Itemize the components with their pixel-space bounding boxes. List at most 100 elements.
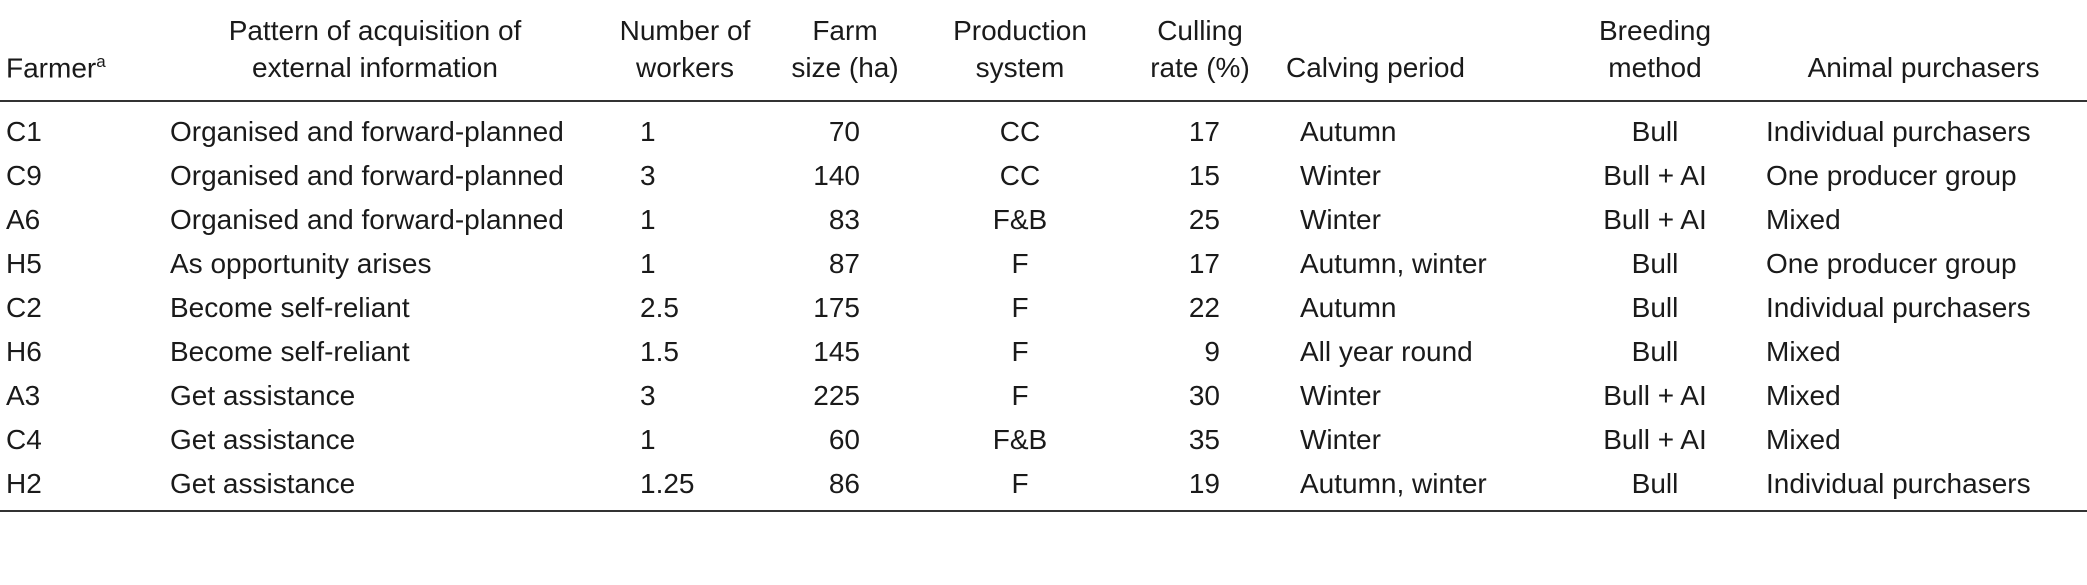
table-cell: 15 <box>1188 160 1220 191</box>
header-line: Production <box>953 15 1087 46</box>
table-cell: 3 <box>640 380 656 411</box>
header-line: Culling <box>1157 15 1243 46</box>
header-line: external information <box>252 52 498 83</box>
table-cell: Bull <box>1631 336 1679 367</box>
table-row: C1 Organised and forward-planned 1 70 CC 17 Au… <box>0 101 2087 154</box>
page: Farmera Pattern of acquisition of external… <box>0 12 2087 585</box>
header-line: Number of <box>619 15 751 46</box>
table-row: H2 Get assistance 1.25 86 F 19 Autumn, winter B… <box>0 462 2087 512</box>
table-cell: Mixed <box>1766 204 1841 235</box>
column-header: Calving period <box>1280 12 1550 102</box>
table-cell: C9 <box>6 160 42 191</box>
table-cell: Bull + AI <box>1603 380 1707 411</box>
table-row: C9 Organised and forward-planned 3 140 CC 15 W… <box>0 154 2087 198</box>
table-cell: 17 <box>1188 116 1220 147</box>
table-cell: 1 <box>640 424 656 455</box>
table-cell: C1 <box>6 116 42 147</box>
table-cell: 70 <box>828 116 860 147</box>
table-cell: H2 <box>0 462 150 512</box>
table-cell: F <box>1011 380 1029 411</box>
header-line: Animal purchasers <box>1807 52 2040 83</box>
data-table: Farmera Pattern of acquisition of external… <box>0 12 2087 512</box>
header-line: system <box>975 52 1065 83</box>
table-cell: 9 <box>1204 336 1220 367</box>
table-cell: One producer group <box>1766 160 2017 191</box>
table-cell: Autumn <box>1300 116 1397 147</box>
table-cell: A3 <box>6 380 41 411</box>
header-line: Farmer <box>6 52 97 83</box>
table-cell: Bull <box>1631 116 1679 147</box>
table-cell: Winter <box>1300 424 1381 455</box>
table-header: Farmera Pattern of acquisition of external… <box>0 12 2087 102</box>
table-cell: 87 <box>828 248 860 279</box>
column-header: Pattern of acquisition of external inform… <box>150 12 600 102</box>
table-cell: One producer group <box>1766 248 2017 279</box>
table-cell: 86 <box>770 462 920 512</box>
table-cell: 1 <box>640 204 656 235</box>
table-cell: Autumn, winter <box>1280 462 1550 512</box>
table-cell: Mixed <box>1766 424 1841 455</box>
table-cell: 1 <box>640 116 656 147</box>
table-row: H6 Become self-reliant 1.5 145 F 9 All year ro… <box>0 330 2087 374</box>
table-cell: As opportunity arises <box>170 248 432 279</box>
header-line: size (ha) <box>791 52 899 83</box>
table-cell: F <box>1011 336 1029 367</box>
table-cell: 60 <box>828 424 860 455</box>
footnote-mark: a <box>96 51 106 71</box>
table-cell: Winter <box>1300 380 1381 411</box>
table-cell: 17 <box>1188 248 1220 279</box>
table-cell: Organised and forward-planned <box>170 160 564 191</box>
table-cell: H5 <box>6 248 42 279</box>
table-cell: Autumn <box>1300 292 1397 323</box>
table-cell: 83 <box>828 204 860 235</box>
header-line: method <box>1608 52 1702 83</box>
table-cell: F&B <box>992 204 1048 235</box>
table-cell: Organised and forward-planned <box>170 116 564 147</box>
table-cell: F&B <box>992 424 1048 455</box>
table-cell: Bull + AI <box>1603 424 1707 455</box>
table-cell: Get assistance <box>170 424 356 455</box>
column-header: Culling rate (%) <box>1120 12 1280 102</box>
column-header: Production system <box>920 12 1120 102</box>
table-cell: Bull <box>1631 292 1679 323</box>
column-header: Breeding method <box>1550 12 1760 102</box>
header-line: Breeding <box>1598 15 1712 46</box>
table-cell: Bull + AI <box>1603 160 1707 191</box>
table-cell: Individual purchasers <box>1760 462 2087 512</box>
header-line: rate (%) <box>1150 52 1250 83</box>
table-row: A3 Get assistance 3 225 F 30 Winter Bull + AI Mi… <box>0 374 2087 418</box>
table-cell: Winter <box>1300 204 1381 235</box>
table-cell: 19 <box>1120 462 1280 512</box>
table-cell: C2 <box>6 292 42 323</box>
table-cell: 225 <box>813 380 860 411</box>
table-cell: Individual purchasers <box>1766 292 2031 323</box>
table-cell: 3 <box>640 160 656 191</box>
header-row: Farmera Pattern of acquisition of external… <box>0 12 2087 102</box>
table-cell: 25 <box>1188 204 1220 235</box>
table-cell: Individual purchasers <box>1766 116 2031 147</box>
header-line: Pattern of acquisition of <box>228 15 522 46</box>
table-cell: Autumn, winter <box>1300 248 1487 279</box>
table-cell: Bull <box>1550 462 1760 512</box>
table-cell: 22 <box>1188 292 1220 323</box>
table-cell: Mixed <box>1766 336 1841 367</box>
table-cell: 1.25 <box>600 462 770 512</box>
table-cell: Winter <box>1300 160 1381 191</box>
column-header: Animal purchasers <box>1760 12 2087 102</box>
header-line: workers <box>635 52 734 83</box>
table-body: C1 Organised and forward-planned 1 70 CC 17 Au… <box>0 101 2087 512</box>
column-header: Farmera <box>0 12 150 102</box>
table-cell: A6 <box>6 204 41 235</box>
table-cell: 30 <box>1188 380 1220 411</box>
table-cell: 175 <box>813 292 860 323</box>
table-cell: 1 <box>640 248 656 279</box>
table-cell: F <box>920 462 1120 512</box>
header-line: Calving period <box>1286 52 1465 83</box>
table-cell: Organised and forward-planned <box>170 204 564 235</box>
table-cell: 140 <box>813 160 860 191</box>
table-cell: CC <box>999 160 1041 191</box>
header-line: Farm <box>812 15 878 46</box>
table-cell: Become self-reliant <box>170 292 410 323</box>
table-row: C4 Get assistance 1 60 F&B 35 Winter Bull + AI M… <box>0 418 2087 462</box>
table-cell: Get assistance <box>150 462 600 512</box>
